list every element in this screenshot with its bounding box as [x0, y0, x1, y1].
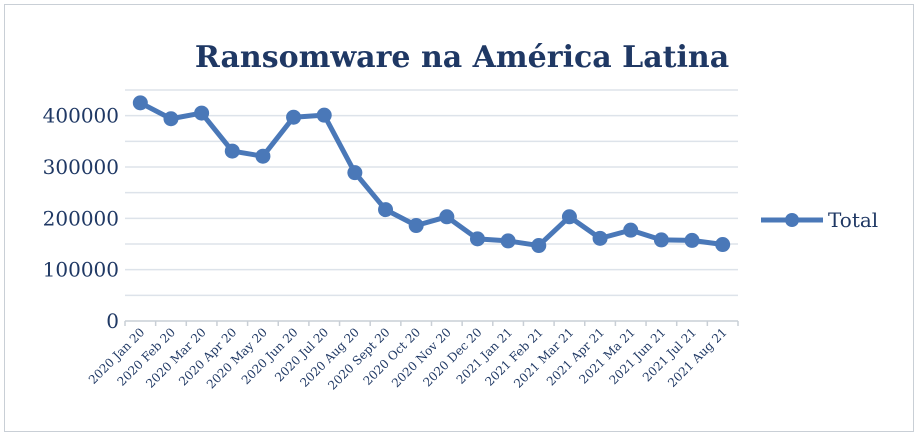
series-layer — [132, 95, 731, 254]
y-tick-label: 200000 — [43, 206, 119, 230]
data-point — [347, 165, 363, 181]
data-point — [715, 237, 731, 253]
data-point — [132, 95, 148, 111]
legend: Total — [761, 208, 878, 232]
data-point — [224, 143, 240, 159]
data-point — [531, 238, 547, 254]
y-tick-label: 100000 — [43, 258, 119, 282]
chart-svg: Ransomware na América Latina 0 100000 2000… — [43, 40, 879, 393]
data-point — [592, 230, 608, 246]
y-tick-label: 300000 — [43, 155, 119, 179]
y-axis-ticks: 0 100000 200000 300000 400000 — [43, 104, 119, 333]
data-point — [408, 218, 424, 234]
data-point — [623, 222, 639, 238]
data-point — [163, 111, 179, 127]
chart-title: Ransomware na América Latina — [195, 40, 729, 75]
series-line — [137, 100, 726, 249]
data-point — [684, 232, 700, 248]
data-point — [194, 105, 210, 121]
data-point — [378, 202, 394, 218]
data-point — [255, 148, 271, 164]
data-point — [286, 109, 302, 125]
data-point — [316, 107, 332, 123]
y-tick-label: 0 — [106, 309, 119, 333]
data-point — [439, 209, 455, 225]
data-point — [561, 209, 577, 225]
legend-label: Total — [828, 208, 878, 232]
data-point — [653, 232, 669, 248]
y-tick-label: 400000 — [43, 104, 119, 128]
chart-frame: Ransomware na América Latina 0 100000 2000… — [4, 4, 914, 432]
gridlines — [124, 89, 739, 326]
data-point — [500, 233, 516, 249]
legend-marker — [785, 213, 799, 227]
data-point — [469, 231, 485, 247]
